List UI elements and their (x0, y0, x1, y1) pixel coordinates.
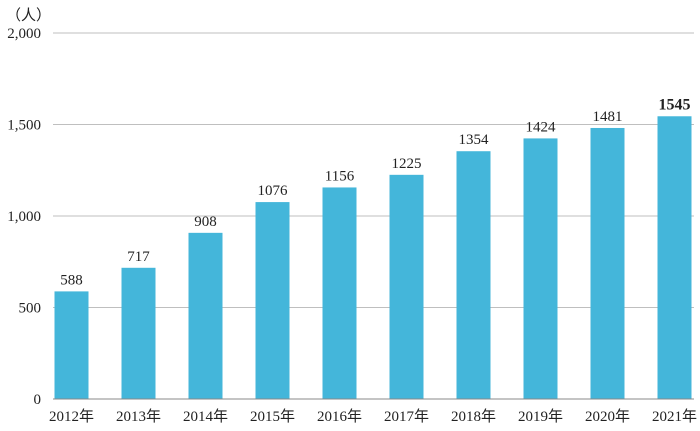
gridlines (53, 32, 694, 308)
bar-2015年 (255, 202, 290, 399)
data-label: 1156 (325, 168, 355, 184)
x-tick-label: 2016年 (317, 408, 362, 425)
x-tick-label: 2017年 (384, 408, 429, 425)
bar-2013年 (121, 267, 156, 399)
data-label: 1481 (593, 109, 623, 125)
data-label: 1076 (258, 183, 289, 199)
bar-2016年 (322, 187, 357, 399)
data-label: 1225 (392, 156, 422, 172)
bar-2019年 (523, 138, 558, 399)
bar-2020年 (590, 127, 625, 400)
data-label: 1354 (459, 132, 490, 148)
x-tick-label: 2014年 (183, 408, 228, 425)
data-labels: 588 717 908 1076 1156 1225 1354 1424 1481 1545 (60, 96, 690, 288)
x-tick-label: 2018年 (451, 408, 496, 425)
x-tick-label: 2019年 (518, 408, 563, 425)
data-label: 717 (127, 249, 150, 265)
x-tick-label: 2012年 (49, 408, 94, 425)
y-tick-label: 500 (19, 301, 42, 317)
x-tick-label: 2015年 (250, 408, 295, 425)
data-label: 908 (194, 214, 217, 230)
bars (54, 116, 692, 400)
data-label: 588 (60, 272, 83, 288)
y-axis-unit-label: （人） (6, 7, 51, 24)
y-tick-label: 2,000 (7, 26, 41, 42)
x-tick-label: 2021年 (652, 408, 697, 425)
bar-2014年 (188, 232, 223, 399)
y-axis-tick-labels: 0 500 1,000 1,500 2,000 (7, 26, 41, 408)
bar-2017年 (389, 174, 424, 399)
x-tick-label: 2020年 (585, 408, 630, 425)
bar-2021年 (657, 116, 692, 399)
y-tick-label: 1,500 (7, 118, 41, 134)
y-tick-label: 0 (34, 392, 42, 408)
x-axis-tick-labels: 2012年 2013年 2014年 2015年 2016年 2017年 2018年 2019年… (49, 408, 697, 425)
bar-2018年 (456, 151, 491, 399)
data-label: 1545 (659, 96, 691, 113)
y-tick-label: 1,000 (7, 209, 41, 225)
x-tick-label: 2013年 (116, 408, 161, 425)
bar-2012年 (54, 291, 89, 399)
data-label: 1424 (526, 119, 557, 135)
